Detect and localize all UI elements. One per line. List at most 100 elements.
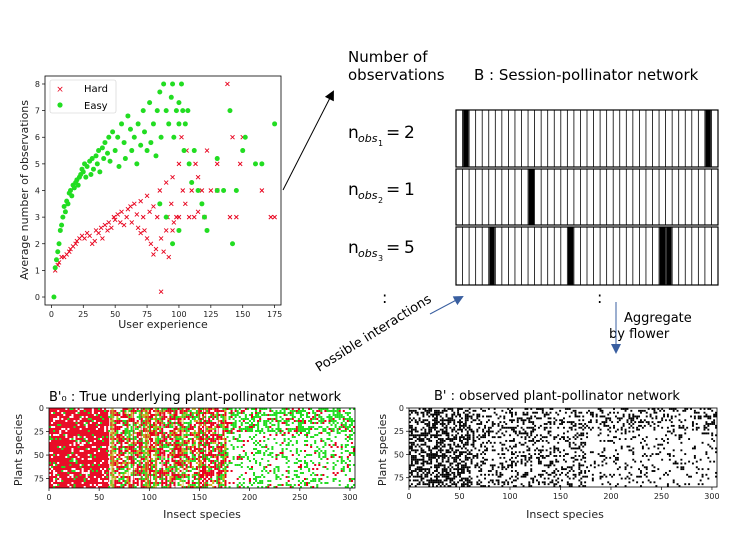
hard-point (124, 214, 129, 220)
scatter-y-tick: 0 (35, 293, 40, 302)
hard-point (117, 220, 123, 225)
heat-x-tick: 0 (406, 492, 411, 501)
easy-point (80, 169, 86, 175)
hard-point (109, 225, 114, 231)
easy-point (157, 201, 163, 207)
hard-point (170, 174, 175, 180)
easy-point (56, 241, 62, 247)
hard-point (234, 214, 239, 220)
easy-point (93, 153, 99, 159)
easy-point (57, 227, 63, 233)
easy-point (112, 148, 118, 154)
scatter-x-tick: 100 (171, 310, 186, 319)
hard-point (199, 188, 205, 193)
hard-point (153, 246, 159, 252)
easy-point (51, 294, 57, 300)
hard-point (163, 180, 169, 185)
easy-point (129, 148, 135, 154)
observed-network-x-label: Insect species (526, 508, 604, 521)
hard-point (176, 161, 182, 167)
hard-point (148, 241, 154, 247)
svg-text:=: = (386, 180, 400, 200)
nobs-label-3: n obs 3 = 5 (348, 238, 415, 263)
hard-point (128, 204, 133, 209)
scatter-y-tick: 1 (35, 266, 40, 275)
aggregate-line1: Aggregate (624, 311, 692, 326)
easy-point (102, 140, 108, 146)
easy-point (157, 89, 163, 95)
easy-point (204, 227, 210, 233)
easy-point (61, 203, 67, 209)
easy-point (116, 164, 122, 170)
hard-point (237, 161, 243, 167)
observed-network-title: B' : observed plant-pollinator network (434, 389, 680, 404)
heat-x-tick: 100 (502, 492, 517, 501)
heat-y-tick: 25 (34, 428, 44, 437)
hard-point (92, 238, 98, 244)
heat-x-tick: 200 (242, 493, 257, 502)
easy-point (181, 148, 187, 154)
easy-point (176, 227, 182, 233)
hard-point (179, 134, 184, 140)
svg-text:1: 1 (404, 180, 415, 200)
hard-point (154, 214, 160, 220)
easy-point (101, 156, 107, 162)
hard-point (131, 201, 137, 207)
easy-point (68, 188, 74, 193)
easy-point (214, 156, 220, 162)
svg-text:n: n (348, 123, 359, 143)
arrow-to-observations (282, 90, 334, 191)
easy-point (166, 121, 172, 127)
easy-point (115, 134, 121, 140)
easy-point (97, 169, 103, 175)
heat-x-tick: 300 (704, 492, 719, 501)
hard-point (144, 193, 150, 199)
hard-point (268, 214, 274, 220)
hard-point (195, 174, 201, 180)
scatter-x-tick: 25 (78, 310, 88, 319)
svg-text:1: 1 (378, 139, 383, 148)
hard-point (134, 212, 140, 217)
scatter-x-axis-label: User experience (118, 318, 208, 331)
easy-point (186, 161, 192, 167)
aggregate-line2: by flower (609, 327, 670, 342)
observed-interaction-cell (666, 227, 672, 285)
easy-point (121, 140, 127, 146)
heat-x-tick: 250 (292, 493, 307, 502)
hard-point (115, 212, 121, 217)
legend-easy-label: Easy (84, 101, 108, 112)
easy-point (150, 121, 156, 127)
heat-y-tick: 50 (394, 450, 404, 459)
scatter-chart: 0 25 50 75 100 125 150 175 0 1 2 3 4 5 6 7 8 User experi… (18, 75, 282, 331)
svg-text:n: n (348, 238, 359, 258)
hard-point (189, 188, 195, 193)
hard-point (183, 201, 188, 207)
easy-point (195, 188, 201, 193)
easy-point (52, 265, 58, 271)
dots-left: : (382, 288, 387, 307)
scatter-y-tick: 4 (35, 187, 40, 196)
heat-x-tick: 150 (192, 493, 207, 502)
easy-point (142, 129, 148, 135)
hard-point (166, 254, 172, 260)
hard-point (151, 252, 156, 257)
easy-point (131, 134, 137, 140)
easy-point (138, 142, 144, 148)
svg-text:obs: obs (358, 132, 378, 145)
easy-point (147, 100, 153, 106)
svg-text:n: n (348, 180, 359, 200)
easy-point (125, 113, 131, 119)
easy-point (170, 241, 176, 247)
easy-point (88, 172, 94, 178)
scatter-x-tick: 0 (49, 310, 54, 319)
easy-point (233, 188, 239, 193)
scatter-y-tick: 7 (35, 107, 40, 116)
hard-point (171, 220, 177, 225)
hard-point (186, 214, 192, 220)
heat-x-tick: 150 (553, 492, 568, 501)
heat-y-tick: 75 (34, 475, 44, 484)
hard-point (98, 225, 104, 231)
hard-point (227, 214, 233, 220)
heat-x-tick: 300 (342, 493, 357, 502)
scatter-y-tick: 8 (35, 80, 40, 89)
